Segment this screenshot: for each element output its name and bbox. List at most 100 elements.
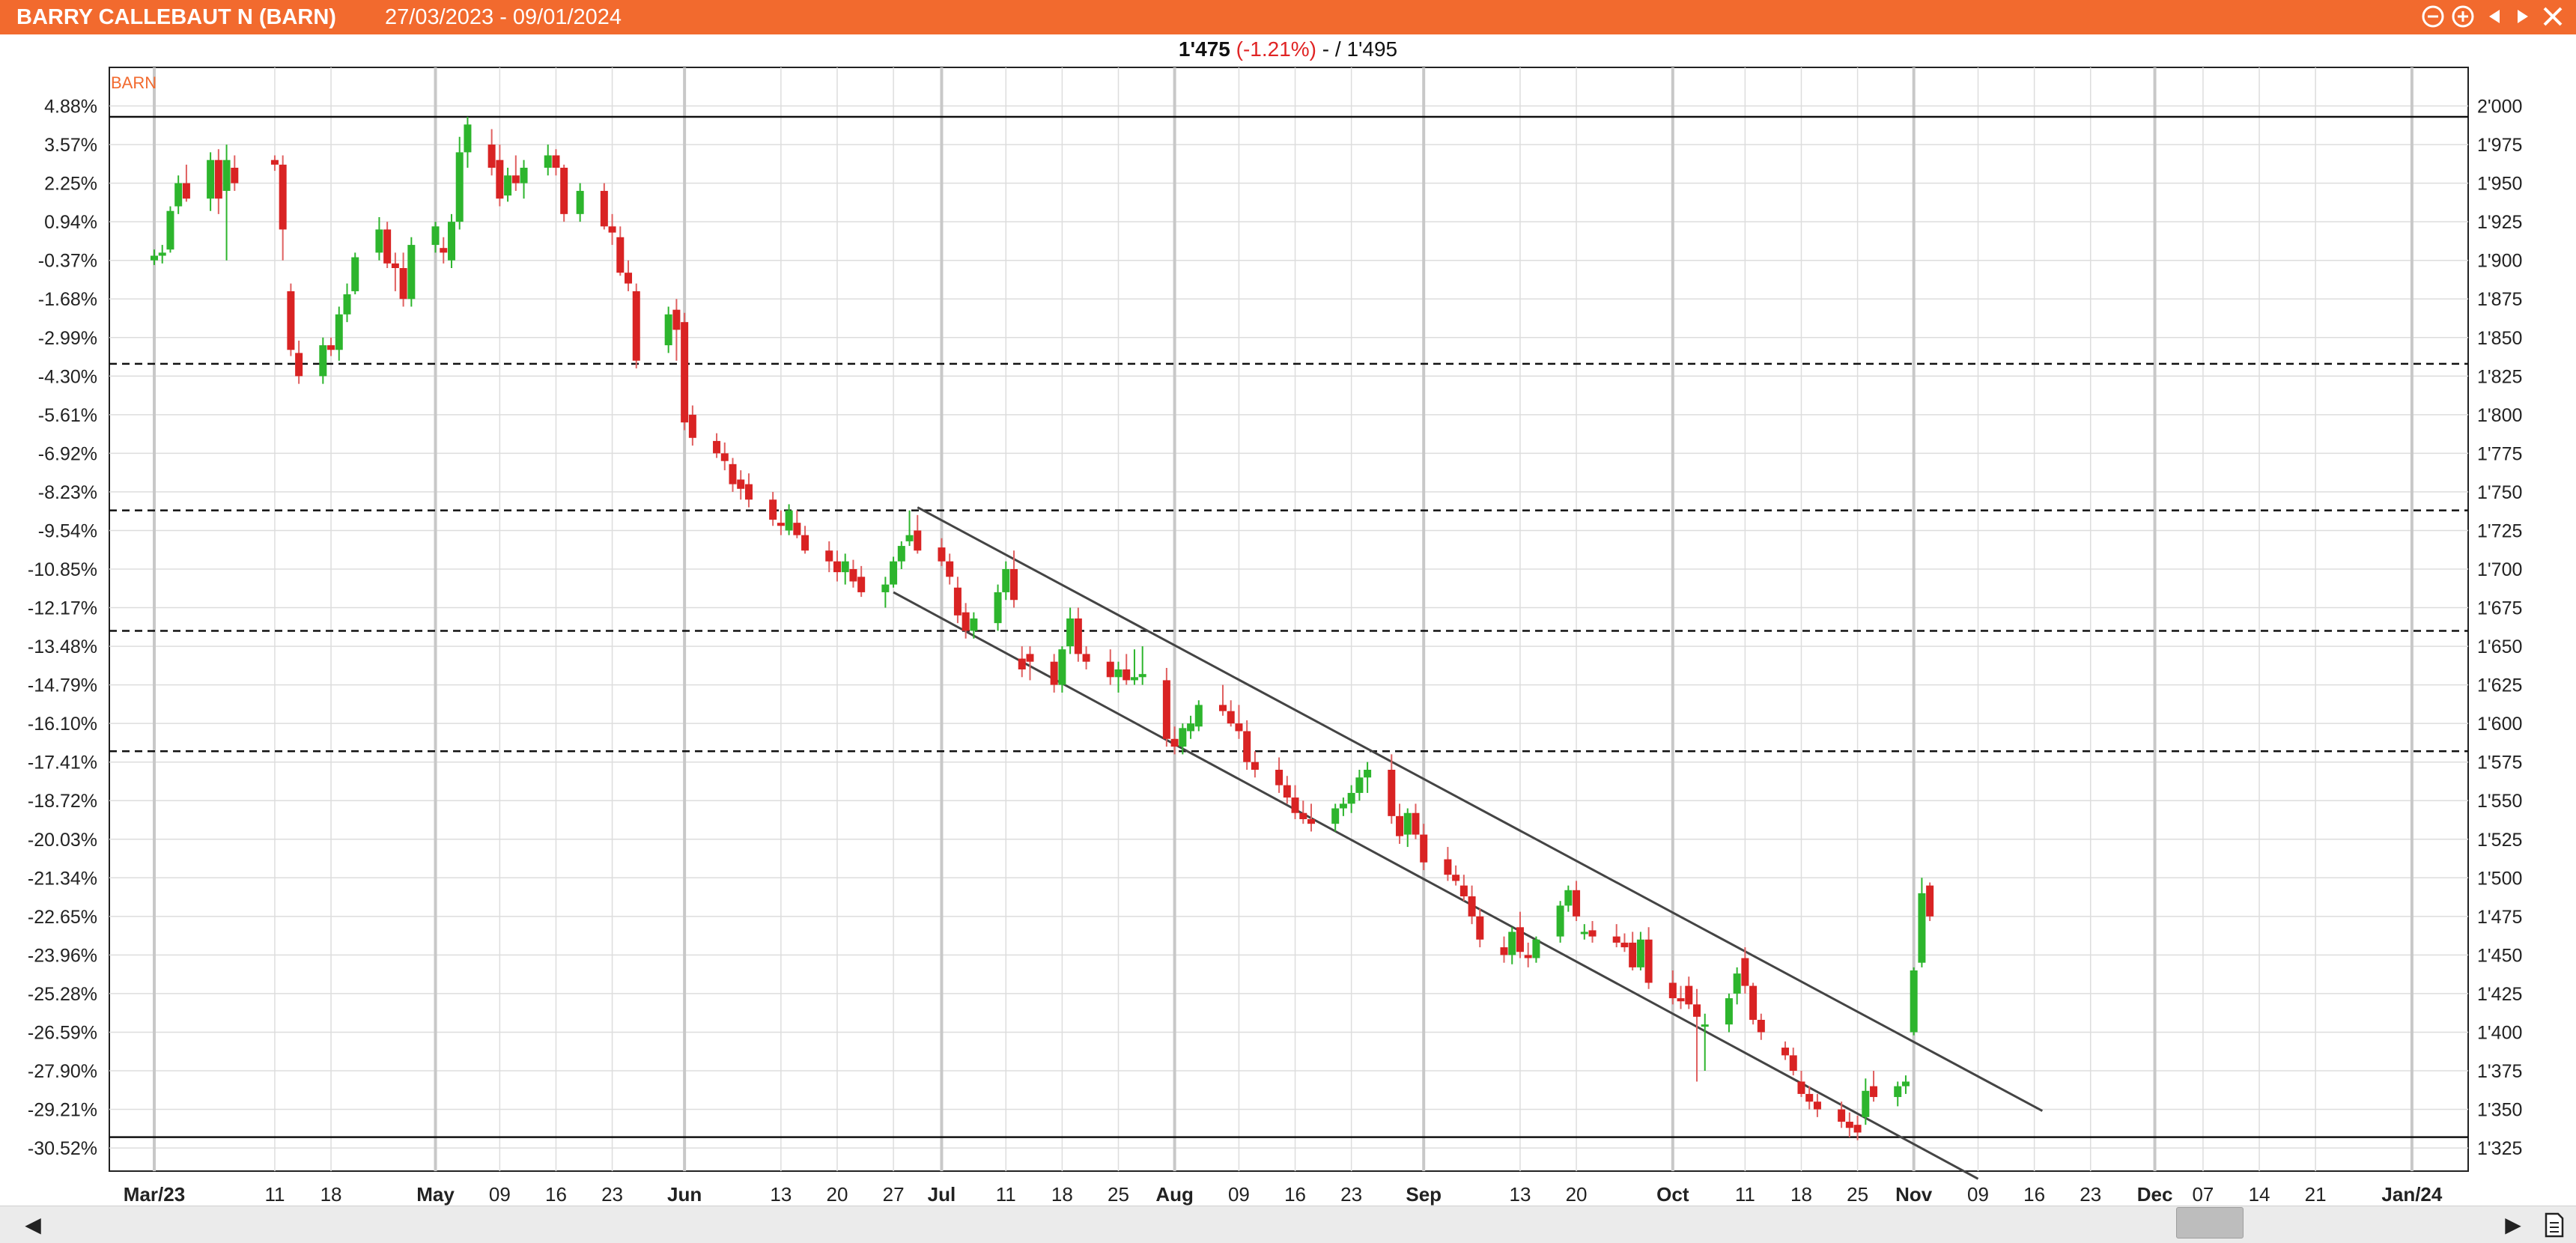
y-right-tick-label: 1'700 <box>2477 559 2522 580</box>
candle-body <box>560 168 568 214</box>
candle-body <box>1870 1086 1878 1098</box>
zoom-in-icon[interactable] <box>2450 4 2476 29</box>
candle-body <box>857 577 866 592</box>
candle-body <box>1701 1024 1709 1027</box>
next-icon[interactable] <box>2510 4 2536 29</box>
chart-area[interactable]: 2'000 4.88% 1'975 3.57% 1'950 2.25% 1'925 0.94%… <box>0 63 2576 1209</box>
candle-body <box>1082 654 1090 662</box>
title-bar: BARRY CALLEBAUT N (BARN) 27/03/2023 - 09… <box>0 0 2576 34</box>
window-title: BARRY CALLEBAUT N (BARN) <box>16 5 336 29</box>
y-left-tick-label: 2.25% <box>44 174 97 195</box>
y-right-tick-label: 1'650 <box>2477 636 2522 657</box>
candle-body <box>1123 669 1131 681</box>
candle-body <box>440 248 448 253</box>
candle-body <box>383 229 392 264</box>
y-left-tick-label: -18.72% <box>28 791 97 812</box>
candle-body <box>744 484 753 500</box>
candle-body <box>1339 803 1347 809</box>
candle-body <box>1058 649 1066 685</box>
candle-body <box>713 440 721 454</box>
y-left-tick-label: -20.03% <box>28 830 97 851</box>
candle-body <box>1187 723 1195 732</box>
close-icon[interactable] <box>2540 4 2566 29</box>
y-right-tick-label: 1'625 <box>2477 675 2522 696</box>
y-left-tick-label: -13.48% <box>28 636 97 657</box>
candle-body <box>1130 677 1138 681</box>
candle-body <box>1396 815 1404 836</box>
candle-body <box>793 523 801 535</box>
candle-body <box>1845 1122 1853 1128</box>
horizontal-scrollbar[interactable]: ◀ ▶ <box>0 1206 2576 1243</box>
x-tick-label: 23 <box>1340 1183 1362 1206</box>
candle-body <box>455 152 464 222</box>
candle-body <box>600 190 608 227</box>
y-left-tick-label: -22.65% <box>28 907 97 928</box>
zoom-out-icon[interactable] <box>2420 4 2446 29</box>
candle-body <box>1749 985 1758 1020</box>
y-right-tick-label: 1'600 <box>2477 714 2522 735</box>
scroll-left-button[interactable]: ◀ <box>25 1213 41 1236</box>
candle-body <box>1580 932 1588 934</box>
candle-body <box>1347 792 1355 804</box>
y-left-tick-label: -10.85% <box>28 559 97 580</box>
candle-body <box>1194 705 1203 727</box>
candlestick-chart[interactable]: 2'000 4.88% 1'975 3.57% 1'950 2.25% 1'925 0.94%… <box>0 63 2576 1209</box>
candle-body <box>1636 939 1644 967</box>
y-left-tick-label: -4.30% <box>38 366 97 387</box>
document-icon[interactable] <box>2543 1212 2566 1238</box>
candle-body <box>319 345 327 377</box>
y-right-tick-label: 2'000 <box>2477 97 2522 118</box>
candle-body <box>1797 1081 1805 1094</box>
candle-body <box>1307 818 1315 824</box>
candle-body <box>1508 932 1516 955</box>
y-right-tick-label: 1'400 <box>2477 1022 2522 1043</box>
candle-body <box>1556 905 1564 937</box>
y-left-tick-label: -5.61% <box>38 405 97 426</box>
x-tick-label: 09 <box>1228 1183 1250 1206</box>
candle-body <box>1894 1086 1902 1098</box>
candle-body <box>1138 674 1146 678</box>
scroll-right-button[interactable]: ▶ <box>2505 1213 2521 1236</box>
y-right-tick-label: 1'350 <box>2477 1100 2522 1121</box>
y-left-tick-label: -8.23% <box>38 482 97 503</box>
candle-body <box>407 245 416 300</box>
scroll-thumb[interactable] <box>2176 1207 2244 1239</box>
y-right-tick-label: 1'950 <box>2477 174 2522 195</box>
y-left-tick-label: -30.52% <box>28 1138 97 1159</box>
candle-body <box>222 159 231 191</box>
x-tick-label: 25 <box>1108 1183 1129 1206</box>
candle-body <box>1002 569 1010 592</box>
candle-body <box>737 479 745 489</box>
candle-body <box>938 547 946 562</box>
y-left-tick-label: -26.59% <box>28 1022 97 1043</box>
x-tick-label: 20 <box>827 1183 848 1206</box>
candle-body <box>279 164 287 230</box>
y-right-tick-label: 1'775 <box>2477 443 2522 464</box>
last-price: 1'475 <box>1178 37 1230 61</box>
prev-icon[interactable] <box>2482 4 2507 29</box>
candle-body <box>608 226 616 233</box>
candle-body <box>849 569 857 582</box>
candle-body <box>1588 930 1597 937</box>
candle-body <box>174 183 183 207</box>
candle-body <box>1805 1093 1814 1102</box>
candle-body <box>375 229 383 253</box>
candle-body <box>729 464 737 484</box>
candle-body <box>1050 661 1058 685</box>
candle-body <box>1532 939 1540 958</box>
candle-body <box>1668 982 1677 999</box>
y-left-tick-label: -0.37% <box>38 251 97 272</box>
y-right-tick-label: 1'900 <box>2477 251 2522 272</box>
y-right-tick-label: 1'450 <box>2477 945 2522 966</box>
x-tick-label: Oct <box>1656 1183 1689 1206</box>
quote-line: 1'475 (-1.21%) - / 1'495 <box>0 36 2576 63</box>
candle-body <box>1725 998 1733 1025</box>
candle-body <box>1476 916 1484 940</box>
candle-body <box>1918 893 1926 963</box>
candle-body <box>1853 1125 1862 1133</box>
candle-body <box>1179 728 1187 747</box>
x-tick-label: Nov <box>1895 1183 1933 1206</box>
candle-body <box>151 255 158 261</box>
candle-body <box>511 175 520 183</box>
candle-body <box>616 237 625 273</box>
